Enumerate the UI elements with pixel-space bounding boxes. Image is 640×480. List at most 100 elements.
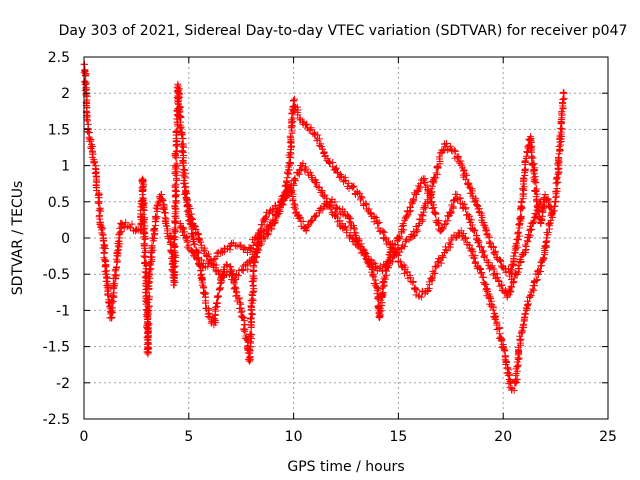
data-point [477, 243, 485, 251]
data-point [447, 236, 455, 244]
data-point [396, 258, 404, 266]
data-point [326, 202, 334, 210]
data-point [444, 217, 452, 225]
data-point [370, 218, 378, 226]
data-point [482, 286, 490, 294]
data-point [158, 195, 166, 203]
data-point [205, 309, 213, 317]
data-point [208, 260, 216, 268]
data-point [470, 254, 478, 262]
data-point [148, 253, 156, 261]
data-point [478, 268, 486, 276]
data-point [315, 135, 323, 143]
data-point [166, 239, 174, 247]
data-point [277, 198, 285, 206]
data-point [370, 273, 378, 281]
data-point [487, 294, 495, 302]
data-point [306, 125, 314, 133]
data-point [556, 147, 564, 155]
data-point [231, 275, 239, 283]
data-point [140, 252, 148, 260]
data-point [373, 287, 381, 295]
data-point [498, 281, 506, 289]
data-point [139, 210, 147, 218]
data-point [302, 121, 310, 129]
data-point [523, 237, 531, 245]
data-point [123, 223, 131, 231]
data-point [541, 247, 549, 255]
data-point [533, 277, 541, 285]
data-point [261, 214, 269, 222]
y-axis-title: SDTVAR / TECUs [10, 181, 26, 296]
data-point [432, 263, 440, 271]
data-point [291, 200, 298, 208]
data-point [558, 125, 566, 133]
data-point [125, 222, 133, 230]
data-point [341, 222, 349, 230]
data-point [199, 264, 207, 272]
y-tick-label: 1.5 [48, 122, 70, 138]
data-point [439, 253, 447, 261]
data-point [462, 235, 470, 243]
data-point [247, 314, 255, 322]
data-point [382, 267, 390, 275]
data-point [159, 196, 167, 204]
data-point [82, 91, 90, 99]
data-point [161, 209, 169, 217]
x-tick-label: 0 [80, 429, 89, 445]
data-point [292, 177, 300, 185]
y-tick-label: 1 [61, 159, 70, 175]
data-point [250, 238, 258, 246]
data-point [515, 354, 523, 362]
data-point [249, 241, 257, 249]
data-point [176, 121, 184, 129]
data-point [174, 88, 182, 96]
data-point [418, 217, 426, 225]
data-point [312, 213, 320, 221]
data-point [531, 176, 539, 184]
data-point [228, 239, 236, 247]
data-point [437, 259, 445, 267]
data-point [112, 274, 120, 282]
data-point [465, 180, 473, 188]
data-point [411, 285, 419, 293]
data-point [521, 166, 529, 174]
data-point [173, 187, 181, 195]
data-point [462, 175, 470, 183]
data-point [365, 205, 373, 213]
data-point [296, 213, 304, 221]
data-point [192, 249, 200, 257]
data-point [515, 232, 523, 240]
data-point [451, 147, 459, 155]
data-point [289, 196, 297, 204]
data-point [273, 208, 281, 216]
data-point [188, 214, 196, 222]
data-point [183, 243, 191, 251]
data-point [101, 256, 109, 264]
data-point [433, 170, 441, 178]
data-point [400, 242, 408, 250]
data-point [104, 291, 112, 299]
data-point [172, 199, 180, 207]
data-point [289, 114, 297, 122]
data-points-layer [80, 60, 568, 394]
data-point [250, 255, 258, 263]
data-point [336, 171, 344, 179]
data-point [466, 212, 474, 220]
data-point [517, 212, 525, 220]
data-point [358, 194, 366, 202]
data-point [107, 310, 115, 318]
data-point [457, 160, 465, 168]
data-point [246, 259, 254, 267]
data-point [513, 243, 521, 251]
data-point [179, 142, 187, 150]
data-point [310, 130, 318, 138]
y-tick-label: 0.5 [48, 195, 70, 211]
data-point [307, 217, 315, 225]
data-point [490, 265, 498, 273]
data-point [463, 171, 471, 179]
data-point [249, 296, 257, 304]
data-point [249, 288, 257, 296]
data-point [248, 331, 256, 339]
data-point [447, 209, 455, 217]
